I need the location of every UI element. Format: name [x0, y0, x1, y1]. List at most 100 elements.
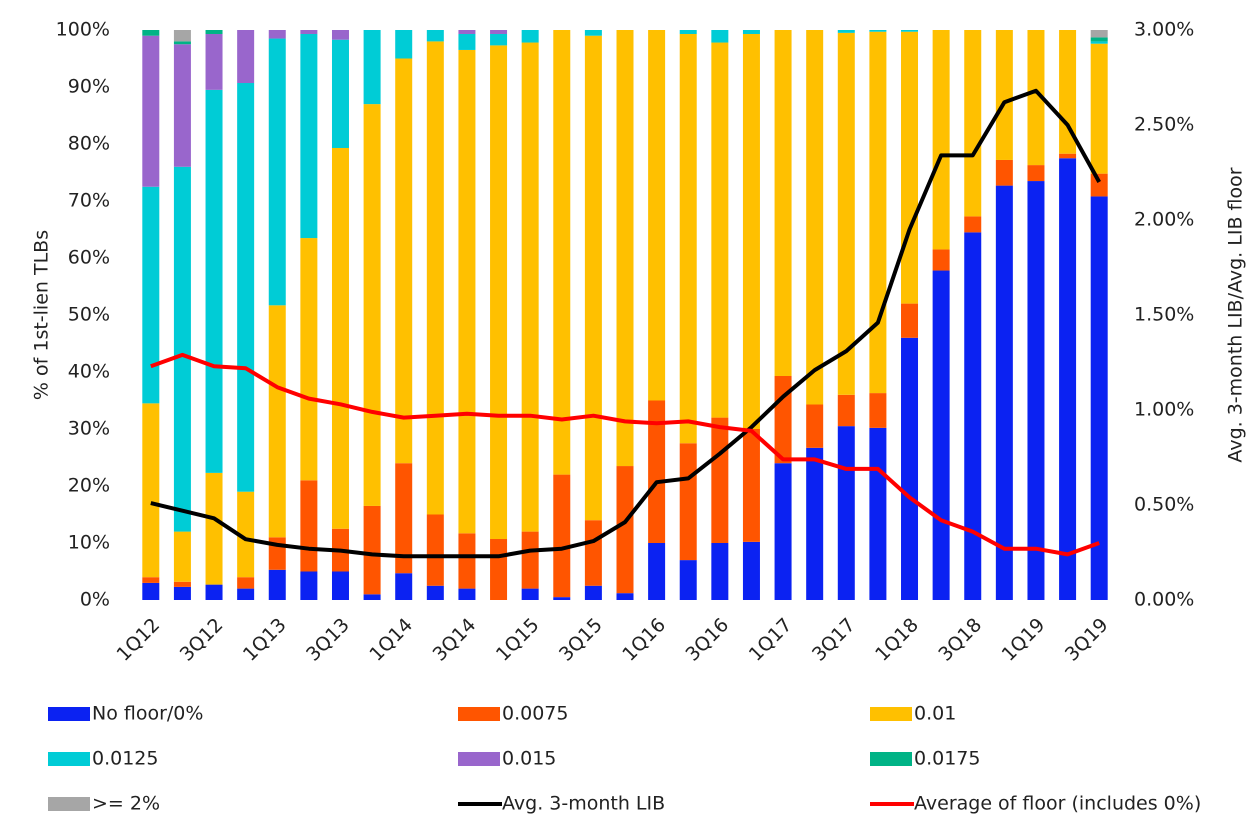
bar-segment: [648, 543, 666, 600]
y-tick-label: 50%: [68, 304, 110, 326]
bar-segment: [1090, 30, 1108, 38]
bar-segment: [458, 533, 476, 589]
y-tick-label: 10%: [68, 532, 110, 554]
bar-segment: [490, 33, 508, 46]
bar-segment: [173, 44, 191, 167]
bar-segment: [426, 585, 444, 600]
bar-segment: [142, 577, 160, 583]
legend-label: 0.0075: [502, 703, 568, 725]
bar-segment: [742, 30, 760, 34]
bar-segment: [584, 585, 602, 600]
x-tick-label: 3Q17: [808, 614, 860, 666]
y2-axis-label: Avg. 3-month LIB/Avg. LIB floor: [1225, 167, 1247, 462]
y2-tick-label: 0.00%: [1134, 589, 1194, 611]
bar-segment: [648, 400, 666, 543]
y-tick-label: 30%: [68, 418, 110, 440]
bar-segment: [901, 30, 919, 32]
legend-label: 0.0125: [92, 748, 158, 770]
y-tick-label: 60%: [68, 247, 110, 269]
bar-segment: [268, 38, 286, 306]
bar-segment: [964, 30, 982, 217]
legend-label: 0.0175: [914, 748, 980, 770]
bar-segment: [711, 30, 729, 43]
legend-label: Average of floor (includes 0%): [914, 793, 1201, 815]
bar-segment: [268, 30, 286, 39]
y-axis-label: % of 1st-lien TLBs: [31, 230, 53, 400]
x-tick-label: 3Q14: [429, 614, 481, 666]
x-tick-label: 3Q19: [1061, 614, 1113, 666]
bar-segment: [616, 593, 634, 600]
bar-segment: [458, 49, 476, 534]
bar-segment: [806, 30, 824, 405]
bar-segment: [742, 33, 760, 430]
bar-segment: [616, 466, 634, 594]
bar-segment: [837, 32, 855, 395]
x-tick-label: 3Q18: [934, 614, 986, 666]
x-tick-label: 1Q17: [745, 614, 797, 666]
legend-label: >= 2%: [92, 793, 160, 815]
bar-segment: [806, 447, 824, 600]
bar-segment: [331, 147, 349, 529]
bar-segment: [363, 594, 381, 600]
bar-segment: [1090, 196, 1108, 600]
bar-segment: [932, 30, 950, 250]
bar-segment: [679, 30, 697, 34]
bar-segment: [711, 417, 729, 543]
legend-swatch: [48, 752, 90, 766]
bar-segment: [173, 581, 191, 587]
bar-segment: [142, 186, 160, 404]
x-tick-label: 3Q16: [681, 614, 733, 666]
bar-segment: [584, 520, 602, 586]
legend-swatch: [870, 752, 912, 766]
y2-tick-label: 3.00%: [1134, 19, 1194, 41]
bar-segment: [679, 443, 697, 561]
bar-segment: [1090, 41, 1108, 44]
bar-segment: [173, 531, 191, 582]
bar-segment: [584, 30, 602, 36]
y-tick-label: 40%: [68, 361, 110, 383]
bar-segment: [237, 491, 255, 578]
bar-segment: [395, 573, 413, 600]
legend-swatch: [48, 707, 90, 721]
bar-segment: [521, 42, 539, 532]
bar-segment: [1090, 43, 1108, 174]
bar-segment: [363, 505, 381, 595]
bar-segment: [268, 305, 286, 538]
bar-segment: [1027, 165, 1045, 182]
bar-segment: [173, 41, 191, 45]
bar-segment: [205, 472, 223, 585]
x-tick-label: 1Q14: [365, 614, 417, 666]
bar-segment: [869, 31, 887, 394]
x-tick-label: 1Q19: [998, 614, 1050, 666]
bar-segment: [300, 238, 318, 481]
bar-segment: [901, 31, 919, 304]
bar-segment: [869, 427, 887, 600]
bar-segment: [237, 83, 255, 492]
bar-segment: [869, 393, 887, 428]
bar-segment: [237, 30, 255, 84]
legend-label: Avg. 3-month LIB: [502, 793, 665, 815]
bar-segment: [742, 541, 760, 600]
bar-segment: [458, 30, 476, 34]
bar-segment: [1027, 30, 1045, 166]
bar-segment: [395, 463, 413, 574]
bar-segment: [869, 30, 887, 32]
bar-segment: [742, 429, 760, 542]
bar-segment: [205, 584, 223, 600]
y-tick-label: 70%: [68, 190, 110, 212]
bar-segment: [237, 588, 255, 600]
bar-segment: [679, 560, 697, 600]
x-tick-label: 3Q15: [555, 614, 607, 666]
bar-segment: [363, 30, 381, 105]
bar-segment: [173, 586, 191, 600]
bar-segment: [300, 571, 318, 600]
legend-swatch: [48, 797, 90, 811]
bar-segment: [711, 42, 729, 418]
x-tick-label: 1Q13: [239, 614, 291, 666]
bar-segment: [426, 41, 444, 515]
bar-segment: [331, 571, 349, 600]
bar-segment: [648, 30, 666, 401]
bar-segment: [521, 531, 539, 589]
bar-segment: [426, 514, 444, 586]
